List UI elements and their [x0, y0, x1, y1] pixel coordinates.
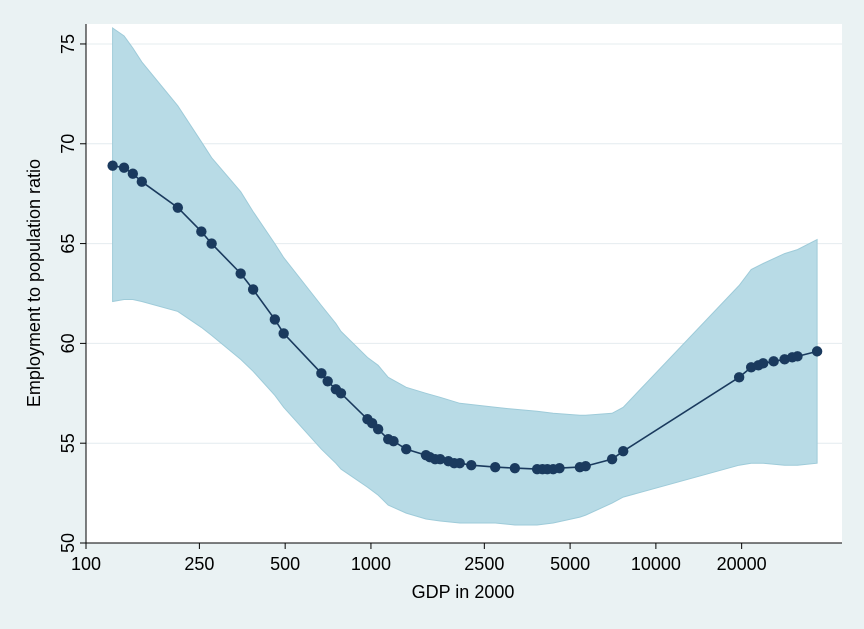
data-point	[509, 462, 521, 474]
data-point	[322, 376, 333, 387]
data-point	[107, 160, 118, 171]
data-point	[372, 424, 384, 435]
data-point	[118, 162, 130, 173]
data-point	[811, 346, 823, 357]
data-point	[454, 457, 465, 469]
y-tick-label: 60	[58, 333, 78, 353]
x-tick-label: 250	[184, 554, 214, 574]
x-tick-label: 1000	[351, 554, 391, 574]
data-point	[757, 358, 769, 369]
data-point	[466, 459, 477, 471]
data-point	[434, 453, 446, 465]
data-point	[388, 435, 399, 447]
data-point	[490, 461, 501, 473]
data-point	[235, 268, 246, 279]
x-tick-label: 20000	[717, 554, 767, 574]
data-point	[733, 372, 745, 383]
data-point	[172, 202, 184, 213]
data-point	[206, 238, 217, 249]
data-point	[127, 168, 139, 179]
x-tick-label: 100	[71, 554, 101, 574]
y-tick-label: 50	[58, 533, 78, 553]
data-point	[580, 460, 591, 472]
axes	[85, 24, 842, 544]
data-point	[618, 445, 629, 457]
data-point	[247, 284, 259, 295]
y-tick-label: 65	[58, 234, 78, 254]
data-point	[136, 176, 148, 187]
x-ticks: 100 250 500 1000 2500 5000 10000 20000	[71, 543, 767, 574]
data-point	[792, 351, 803, 362]
y-ticks: 50 55 60 65 70 75	[58, 34, 86, 553]
data-point	[278, 328, 289, 339]
data-point	[606, 453, 618, 465]
x-tick-label: 10000	[631, 554, 681, 574]
data-point	[316, 368, 327, 379]
data-point	[196, 226, 207, 237]
data-point	[768, 356, 779, 367]
data-point	[554, 462, 565, 474]
y-tick-label: 55	[58, 433, 78, 453]
data-point	[401, 443, 412, 455]
data-point	[335, 388, 347, 399]
confidence-band	[112, 27, 818, 526]
y-axis-title: Employment to population ratio	[24, 159, 44, 407]
y-tick-label: 70	[58, 134, 78, 154]
data-point	[269, 314, 281, 325]
x-tick-label: 2500	[464, 554, 504, 574]
x-tick-label: 5000	[550, 554, 590, 574]
y-tick-label: 75	[58, 34, 78, 54]
x-tick-label: 500	[270, 554, 300, 574]
x-axis-title: GDP in 2000	[412, 582, 515, 602]
markers-layer	[107, 160, 823, 475]
confidence-band-layer	[112, 27, 818, 526]
